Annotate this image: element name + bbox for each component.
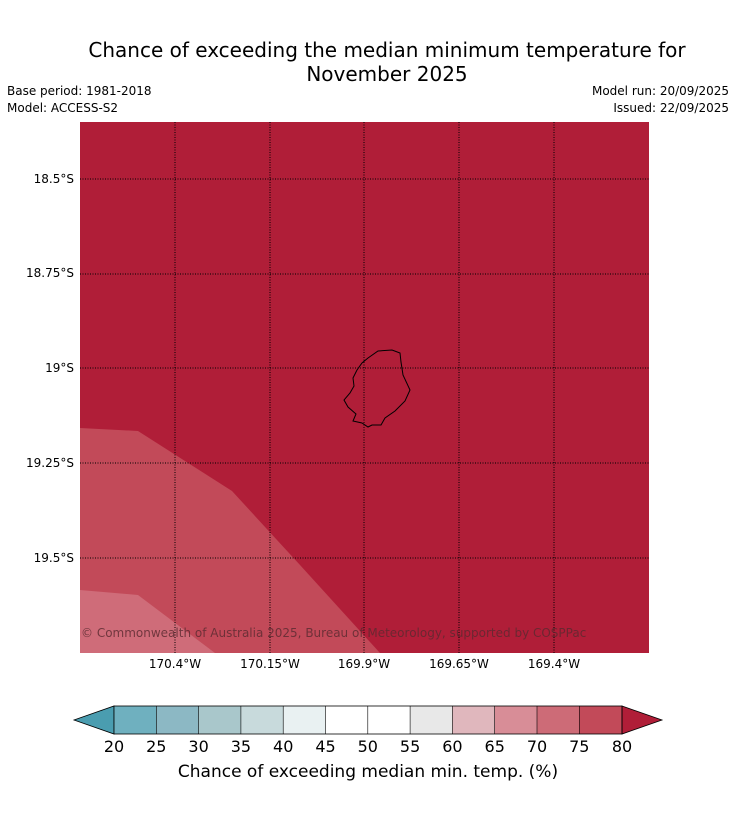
lon-label: 169.9°W: [337, 657, 391, 671]
meta-left: Base period: 1981-2018 Model: ACCESS-S2: [7, 83, 152, 117]
region-70-75: [80, 590, 215, 653]
region-75-80: [80, 428, 380, 653]
title-line-1: Chance of exceeding the median minimum t…: [88, 38, 686, 62]
colorbar-dividers: [156, 706, 580, 734]
colorbar-low-extension: [72, 705, 115, 735]
colorbar-tick: 80: [611, 737, 633, 756]
colorbar-tick: 20: [103, 737, 125, 756]
colorbar-tick: 70: [526, 737, 548, 756]
colorbar-segment: [156, 706, 199, 734]
colorbar-tick: 75: [569, 737, 590, 756]
title-line-2: November 2025: [306, 62, 468, 86]
niue-coastline: [343, 349, 411, 428]
lat-label: 19°S: [45, 361, 74, 375]
lon-label: 169.4°W: [527, 657, 581, 671]
colorbar-segment: [579, 706, 622, 734]
colorbar-tick: 60: [442, 737, 463, 756]
colorbar-tick: 45: [315, 737, 336, 756]
colorbar-tick: 30: [188, 737, 209, 756]
issued-date: Issued: 22/09/2025: [613, 101, 729, 115]
lon-label: 170.15°W: [240, 657, 300, 671]
model-run: Model run: 20/09/2025: [591, 84, 729, 98]
base-period: Base period: 1981-2018: [7, 84, 152, 98]
colorbar-tick: 65: [484, 737, 505, 756]
lat-label: 19.25°S: [26, 456, 74, 470]
colorbar-label: Chance of exceeding median min. temp. (%…: [177, 762, 559, 782]
colorbar-tick: 35: [230, 737, 252, 756]
colorbar-segment: [452, 706, 495, 734]
colorbar-segment: [114, 706, 157, 734]
lat-label: 18.75°S: [26, 266, 74, 280]
colorbar-segment: [367, 706, 411, 734]
meta-right: Model run: 20/09/2025 Issued: 22/09/2025: [592, 83, 729, 117]
model-name: Model: ACCESS-S2: [7, 101, 119, 115]
lat-label: 18.5°S: [33, 172, 74, 186]
colorbar-segment: [198, 706, 241, 734]
colorbar-segment: [283, 706, 326, 734]
copyright-notice: © Commonwealth of Australia 2025, Bureau…: [81, 626, 587, 640]
lat-label: 19.5°S: [33, 551, 74, 565]
lon-label: 169.65°W: [429, 657, 489, 671]
colorbar: [72, 705, 664, 735]
colorbar-tick: 50: [357, 737, 378, 756]
colorbar-segment: [240, 706, 284, 734]
colorbar-high-extension: [621, 705, 664, 735]
colorbar-segment: [494, 706, 537, 734]
colorbar-tick: 25: [146, 737, 167, 756]
lon-label: 170.4°W: [148, 657, 202, 671]
colorbar-segment: [537, 706, 580, 734]
graticule: [80, 122, 649, 653]
colorbar-tick: 55: [399, 737, 421, 756]
colorbar-tick: 40: [273, 737, 294, 756]
colorbar-segment: [410, 706, 453, 734]
chart-title: Chance of exceeding the median minimum t…: [0, 38, 736, 86]
colorbar-segment: [325, 706, 368, 734]
